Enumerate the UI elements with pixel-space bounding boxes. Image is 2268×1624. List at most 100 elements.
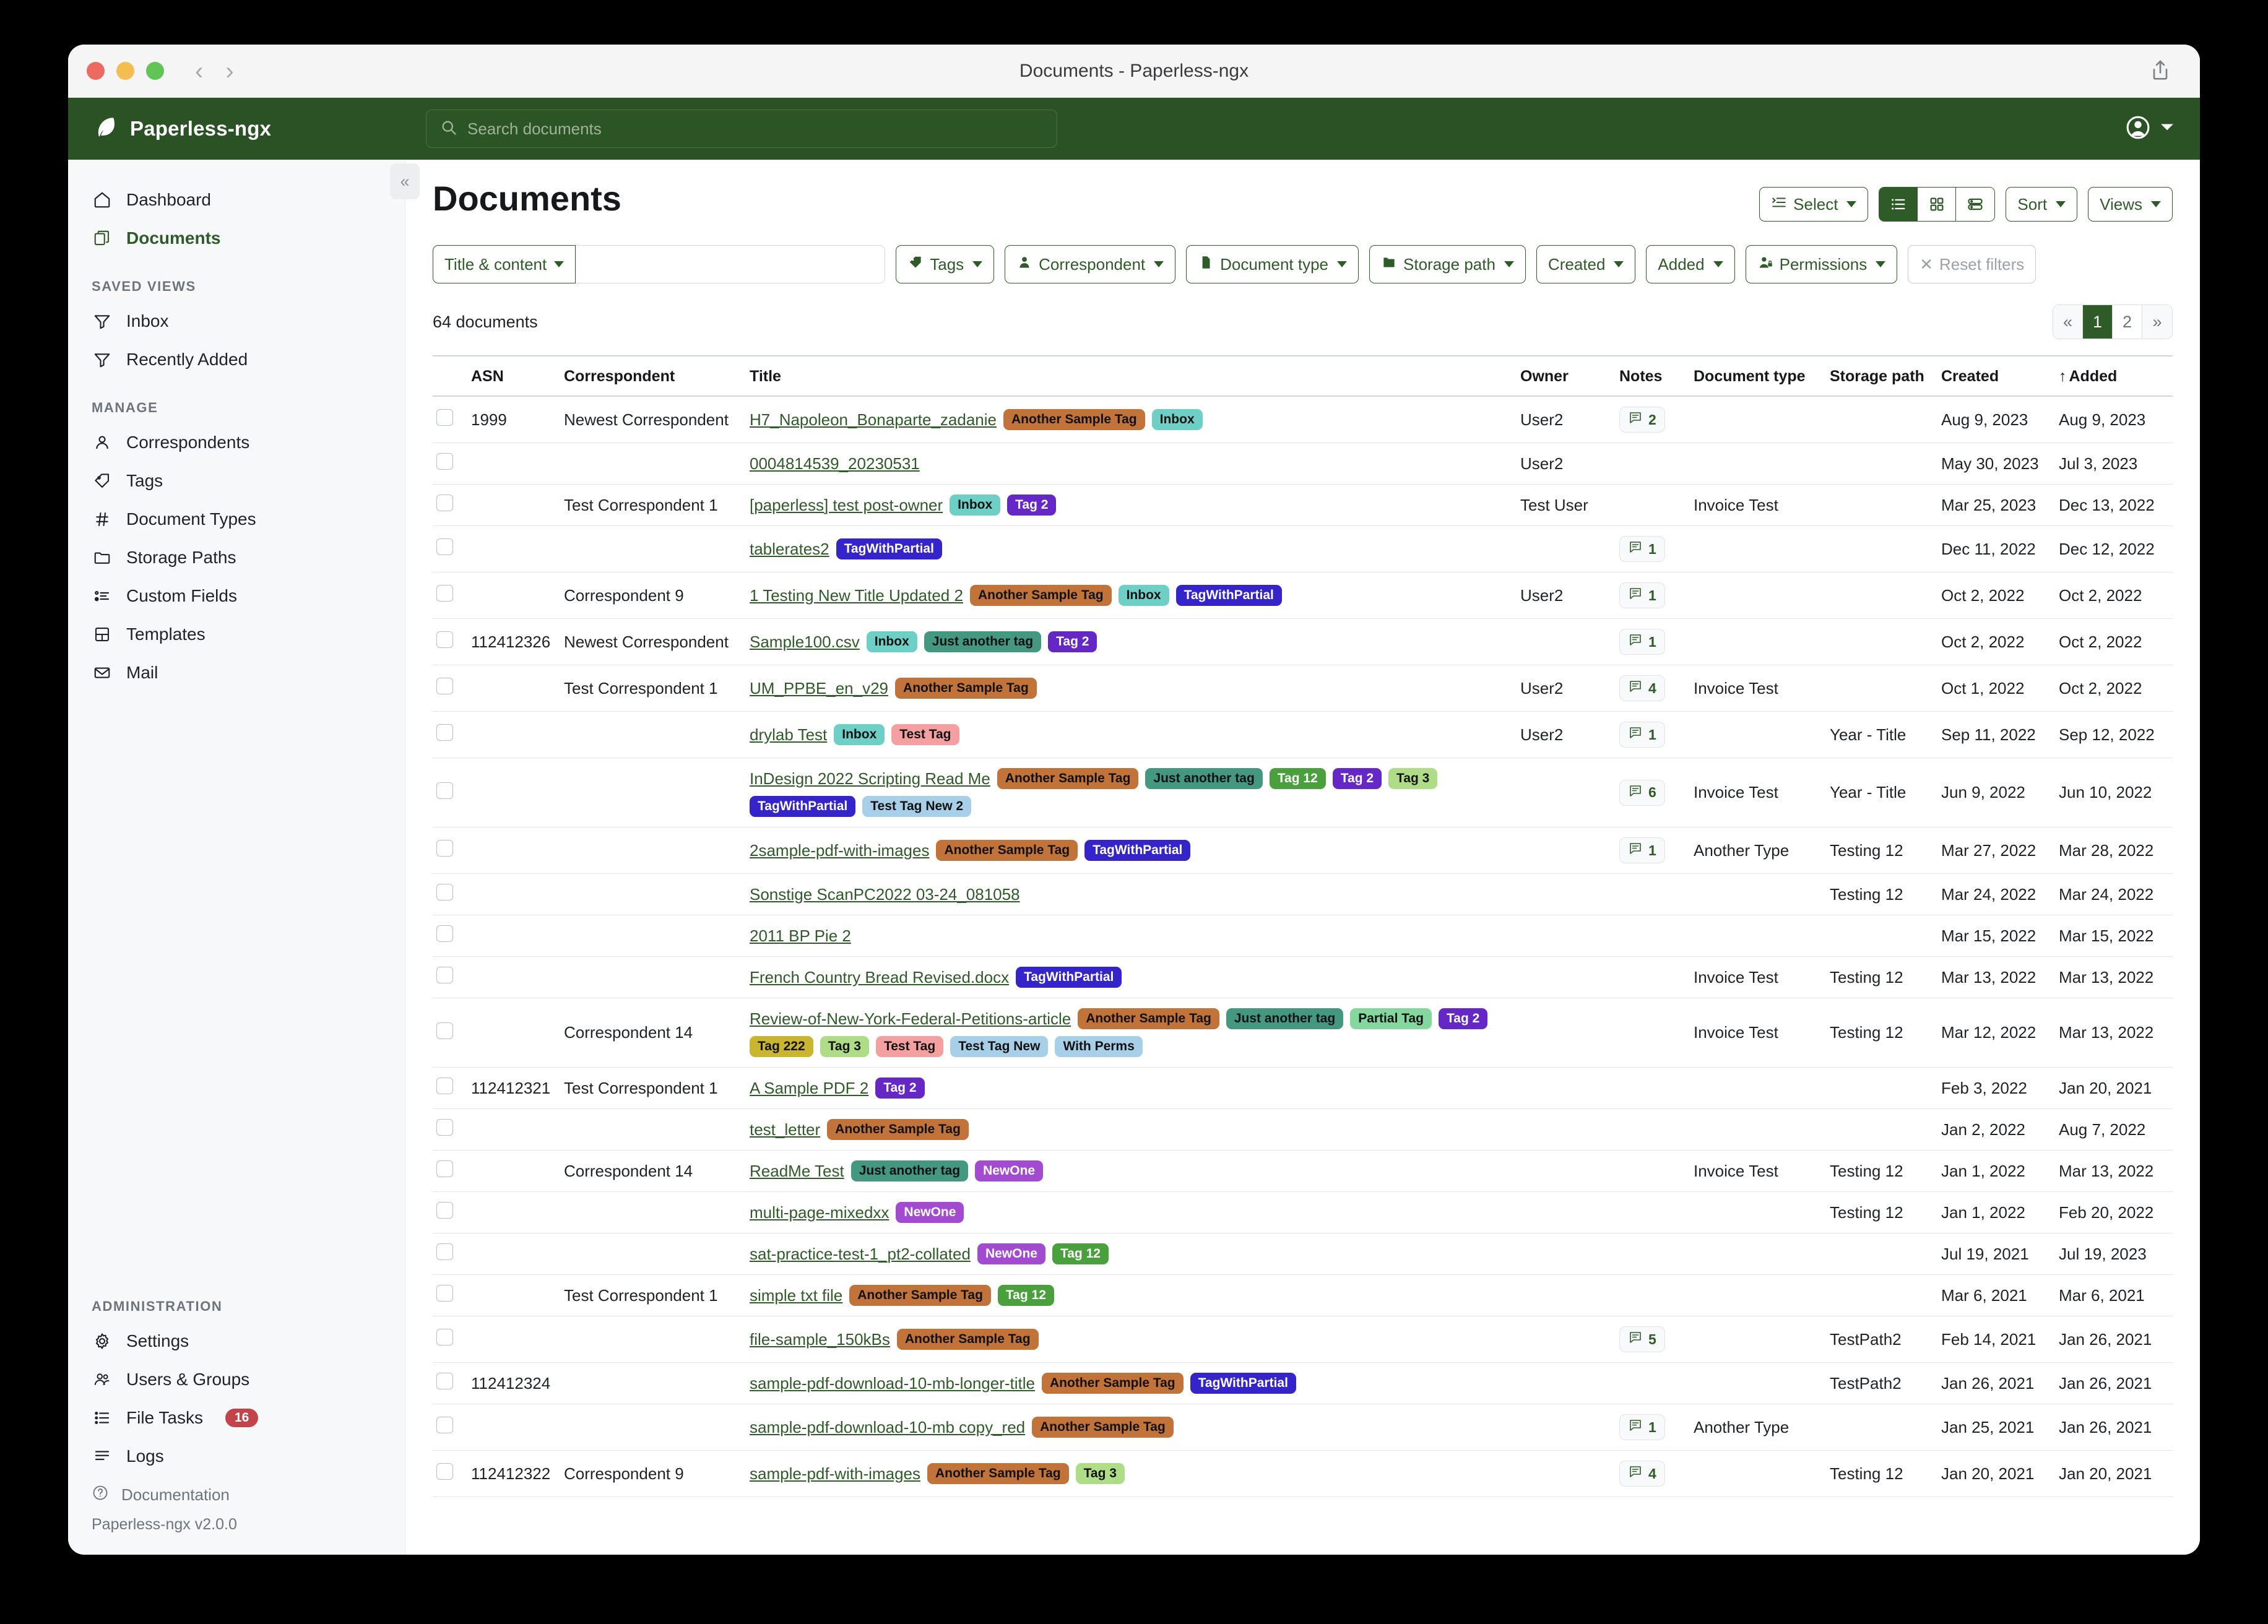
filter-document-type-button[interactable]: Document type [1186, 245, 1359, 283]
maximize-window-button[interactable] [146, 62, 164, 80]
document-title-link[interactable]: sample-pdf-with-images [750, 1464, 920, 1483]
notes-badge[interactable]: 4 [1619, 1461, 1665, 1487]
account-menu[interactable] [2124, 114, 2174, 144]
tag-chip[interactable]: Inbox [950, 495, 1001, 516]
table-row[interactable]: French Country Bread Revised.docx TagWith… [433, 956, 2173, 998]
sidebar-item-templates[interactable]: Templates [68, 615, 405, 654]
row-checkbox[interactable] [436, 1160, 453, 1177]
sidebar-item-documentation[interactable]: Documentation [68, 1475, 405, 1508]
row-checkbox[interactable] [436, 724, 453, 741]
sidebar-item-correspondents[interactable]: Correspondents [68, 423, 405, 462]
column-notes[interactable]: Notes [1616, 355, 1690, 397]
pagination[interactable]: « 1 2 » [2053, 304, 2173, 339]
filter-storage-path-button[interactable]: Storage path [1369, 245, 1526, 283]
sidebar-item-dashboard[interactable]: Dashboard [68, 181, 405, 219]
tag-chip[interactable]: Tag 2 [1048, 631, 1097, 652]
row-checkbox[interactable] [436, 925, 453, 942]
tag-chip[interactable]: Just another tag [1145, 768, 1263, 789]
sidebar-item-inbox[interactable]: Inbox [68, 302, 405, 340]
title-content-input[interactable] [576, 246, 885, 283]
tag-chip[interactable]: Another Sample Tag [1003, 409, 1145, 430]
sidebar-collapse-button[interactable]: « [390, 163, 420, 199]
table-row[interactable]: 0004814539_20230531 User2 May 30, 2023 Jul … [433, 443, 2173, 485]
row-checkbox-cell[interactable] [433, 1404, 467, 1451]
tag-chip[interactable]: Another Sample Tag [1078, 1008, 1219, 1029]
sidebar-item-recently-added[interactable]: Recently Added [68, 340, 405, 379]
document-title-link[interactable]: Sample100.csv [750, 632, 860, 651]
row-checkbox-cell[interactable] [433, 1450, 467, 1497]
notes-badge[interactable]: 1 [1619, 837, 1665, 863]
tag-chip[interactable]: Another Sample Tag [849, 1285, 991, 1306]
select-button[interactable]: Select [1759, 187, 1869, 222]
document-title-link[interactable]: ReadMe Test [750, 1161, 844, 1180]
row-checkbox[interactable] [436, 1285, 453, 1302]
table-row[interactable]: 112412324 sample-pdf-download-10-mb-longe… [433, 1362, 2173, 1404]
table-row[interactable]: file-sample_150kBs Another Sample Tag 5 Tes… [433, 1316, 2173, 1363]
sidebar-item-document-types[interactable]: Document Types [68, 500, 405, 538]
row-checkbox[interactable] [436, 409, 453, 426]
notes-badge[interactable]: 1 [1619, 629, 1665, 655]
tag-chip[interactable]: Another Sample Tag [1042, 1373, 1184, 1394]
row-checkbox[interactable] [436, 1417, 453, 1433]
column-select-all[interactable] [433, 355, 467, 397]
notes-badge[interactable]: 1 [1619, 536, 1665, 562]
notes-badge[interactable]: 1 [1619, 582, 1665, 608]
back-icon[interactable]: ‹ [195, 57, 204, 85]
row-checkbox-cell[interactable] [433, 1108, 467, 1151]
tag-chip[interactable]: TagWithPartial [1190, 1373, 1296, 1394]
sort-button[interactable]: Sort [2006, 187, 2078, 222]
document-title-link[interactable]: multi-page-mixedxx [750, 1203, 889, 1222]
table-row[interactable]: Sonstige ScanPC2022 03-24_081058 Testing … [433, 873, 2173, 915]
tag-chip[interactable]: Another Sample Tag [997, 768, 1139, 789]
tag-chip[interactable]: Just another tag [850, 1160, 969, 1181]
row-checkbox[interactable] [436, 1202, 453, 1219]
tag-chip[interactable]: Inbox [866, 631, 917, 652]
document-title-link[interactable]: 0004814539_20230531 [750, 454, 920, 473]
row-checkbox[interactable] [436, 884, 453, 901]
row-checkbox[interactable] [436, 1119, 453, 1136]
filter-created-button[interactable]: Created [1536, 245, 1636, 283]
global-search[interactable] [426, 110, 1057, 148]
row-checkbox-cell[interactable] [433, 396, 467, 443]
grid-view-icon[interactable] [1918, 188, 1957, 221]
notes-badge[interactable]: 6 [1619, 779, 1665, 806]
tag-chip[interactable]: TagWithPartial [836, 538, 942, 559]
tag-chip[interactable]: Another Sample Tag [1032, 1417, 1174, 1438]
table-row[interactable]: Correspondent 14 ReadMe Test Just another … [433, 1150, 2173, 1192]
tag-chip[interactable]: Another Sample Tag [896, 1329, 1039, 1350]
table-row[interactable]: 2sample-pdf-with-images Another Sample Ta… [433, 827, 2173, 874]
tag-chip[interactable]: Tag 12 [1269, 768, 1326, 789]
row-checkbox-cell[interactable] [433, 572, 467, 619]
tag-chip[interactable]: Inbox [1118, 585, 1169, 606]
tag-chip[interactable]: TagWithPartial [1016, 967, 1122, 988]
tag-chip[interactable]: Inbox [1151, 409, 1203, 430]
document-title-link[interactable]: 2011 BP Pie 2 [750, 926, 851, 945]
document-title-link[interactable]: [paperless] test post-owner [750, 495, 943, 514]
document-title-link[interactable]: Sonstige ScanPC2022 03-24_081058 [750, 884, 1020, 904]
table-row[interactable]: 112412322 Correspondent 9 sample-pdf-with-… [433, 1450, 2173, 1497]
sidebar-item-documents[interactable]: Documents [68, 219, 405, 257]
row-checkbox[interactable] [436, 453, 453, 470]
tag-chip[interactable]: Test Tag [875, 1036, 944, 1057]
tag-chip[interactable]: Another Sample Tag [895, 678, 1037, 699]
row-checkbox-cell[interactable] [433, 1067, 467, 1109]
tag-chip[interactable]: TagWithPartial [1175, 585, 1282, 606]
column-correspondent[interactable]: Correspondent [560, 355, 746, 397]
tag-chip[interactable]: Test Tag [891, 724, 959, 745]
table-row[interactable]: Test Correspondent 1 simple txt file Anoth… [433, 1274, 2173, 1316]
row-checkbox[interactable] [436, 967, 453, 983]
tag-chip[interactable]: Another Sample Tag [827, 1119, 969, 1140]
row-checkbox-cell[interactable] [433, 827, 467, 874]
document-title-link[interactable]: H7_Napoleon_Bonaparte_zadanie [750, 410, 997, 429]
notes-badge[interactable]: 2 [1619, 407, 1665, 433]
row-checkbox-cell[interactable] [433, 665, 467, 712]
row-checkbox-cell[interactable] [433, 1274, 467, 1316]
tag-chip[interactable]: Test Tag New 2 [862, 796, 972, 817]
document-title-link[interactable]: sample-pdf-download-10-mb copy_red [750, 1417, 1026, 1436]
row-checkbox[interactable] [436, 631, 453, 648]
row-checkbox-cell[interactable] [433, 443, 467, 485]
sidebar-item-storage-paths[interactable]: Storage Paths [68, 538, 405, 577]
sidebar-item-file-tasks[interactable]: File Tasks 16 [68, 1399, 405, 1437]
table-row[interactable]: tablerates2 TagWithPartial 1 Dec 11, 2022 De… [433, 525, 2173, 572]
